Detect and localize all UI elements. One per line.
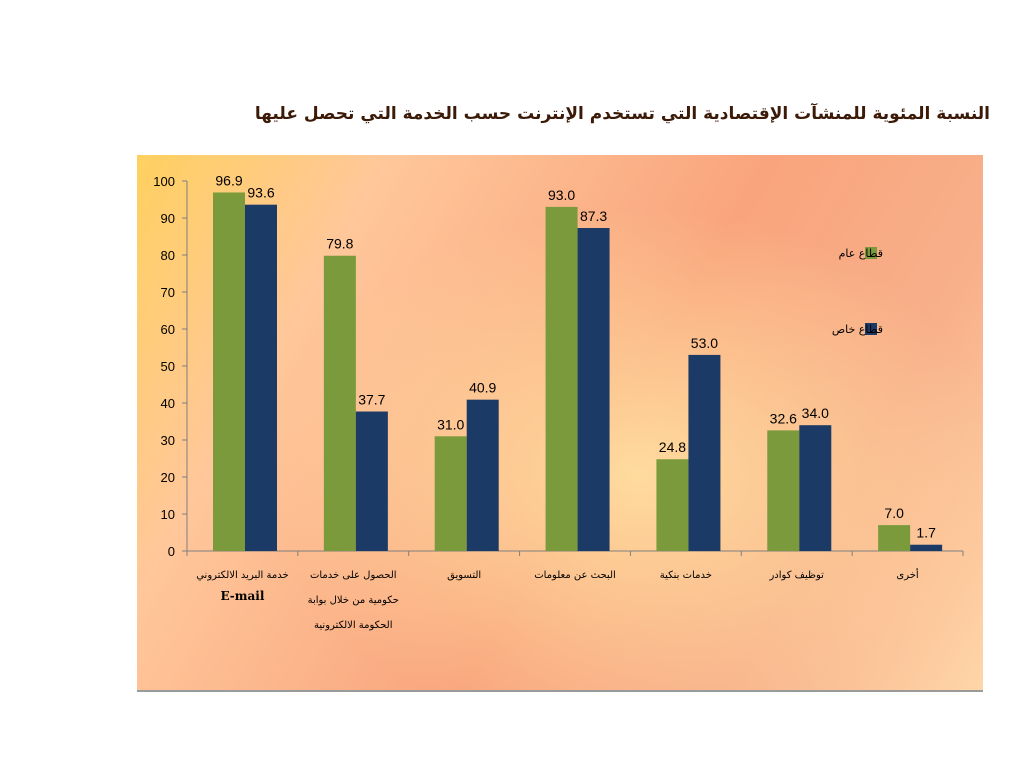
y-tick-label: 40 xyxy=(161,396,175,411)
y-tick-label: 20 xyxy=(161,470,175,485)
legend-swatch xyxy=(865,247,877,259)
bar xyxy=(688,354,721,551)
x-tick-label-text: التسويق xyxy=(447,570,482,581)
bar xyxy=(799,425,832,551)
data-label: 34.0 xyxy=(802,405,829,421)
y-tick-label: 0 xyxy=(168,544,175,559)
bar xyxy=(577,227,610,551)
y-tick-label: 90 xyxy=(161,211,175,226)
x-tick-label-text: الحصول على خدمات حكومية من خلال بوابة ال… xyxy=(307,570,399,631)
bar xyxy=(434,436,467,551)
y-tick-label: 60 xyxy=(161,322,175,337)
bar xyxy=(466,399,499,551)
y-tick-label: 30 xyxy=(161,433,175,448)
data-label: 93.0 xyxy=(548,187,575,203)
bar xyxy=(910,544,943,551)
data-label: 79.8 xyxy=(326,236,353,252)
bar xyxy=(656,459,689,551)
legend-entry: قطاع عام xyxy=(839,247,883,260)
bar xyxy=(323,255,356,551)
y-tick-label: 10 xyxy=(161,507,175,522)
bar xyxy=(878,525,911,551)
x-tick-label-text: خدمة البريد الالكتروني xyxy=(196,570,289,581)
x-tick-label: الحصول على خدمات حكومية من خلال بوابة ال… xyxy=(299,563,407,638)
bar-chart: 0 10 20 30 40 50 60 70 80 90 100 96.9 93.6 79.8 37.7 31… xyxy=(153,172,964,559)
x-tick-label: خدمات بنكية xyxy=(632,563,740,588)
x-tick-label: خدمة البريد الالكتروني E-mail xyxy=(188,563,296,604)
page-title: النسبة المئوية للمنشآت الإقتصادية التي ت… xyxy=(254,104,990,124)
y-tick-label: 100 xyxy=(153,174,175,189)
bar xyxy=(213,192,245,551)
x-tick-label: أخرى xyxy=(854,563,962,588)
data-label: 93.6 xyxy=(247,185,274,201)
data-label: 96.9 xyxy=(215,172,242,188)
data-label: 53.0 xyxy=(691,335,718,351)
bar xyxy=(545,206,578,551)
x-tick-label-sub: E-mail xyxy=(220,589,265,603)
data-label: 1.7 xyxy=(916,525,936,541)
x-tick-label: التسويق xyxy=(410,563,518,588)
data-label: 87.3 xyxy=(580,208,607,224)
legend-entry: قطاع خاص xyxy=(832,323,883,336)
x-tick-label: توظيف كوادر xyxy=(743,563,851,588)
x-tick-label-text: توظيف كوادر xyxy=(769,570,824,581)
y-tick-label: 70 xyxy=(161,285,175,300)
bar xyxy=(767,430,800,551)
y-tick-label: 50 xyxy=(161,359,175,374)
bar xyxy=(355,411,388,551)
chart-panel: 0 10 20 30 40 50 60 70 80 90 100 96.9 93.6 79.8 37.7 31… xyxy=(137,155,983,692)
data-label: 40.9 xyxy=(469,380,496,396)
x-tick-label-text: البحث عن معلومات xyxy=(534,570,616,581)
x-tick-label-text: خدمات بنكية xyxy=(659,570,712,581)
bar xyxy=(245,204,277,551)
data-label: 31.0 xyxy=(437,416,464,432)
data-label: 37.7 xyxy=(358,392,385,408)
data-label: 24.8 xyxy=(659,439,686,455)
x-tick-label-text: أخرى xyxy=(896,570,919,581)
data-label: 7.0 xyxy=(884,505,904,521)
data-label: 32.6 xyxy=(770,410,797,426)
legend-swatch xyxy=(865,323,877,335)
y-tick-label: 80 xyxy=(161,248,175,263)
x-tick-label: البحث عن معلومات xyxy=(521,563,629,588)
